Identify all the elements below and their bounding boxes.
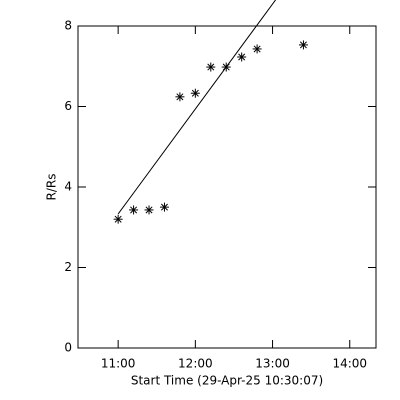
point	[206, 62, 216, 72]
point	[190, 88, 200, 98]
point	[237, 52, 247, 62]
point	[252, 44, 262, 54]
point-stroke	[238, 53, 246, 61]
point-stroke	[130, 206, 138, 214]
x-axis-label: Start Time (29-Apr-25 10:30:07)	[131, 374, 323, 388]
x-tick-label: 13:00	[255, 357, 290, 371]
y-tick-label: 6	[64, 99, 72, 113]
point-stroke	[160, 203, 168, 211]
y-tick-label: 2	[64, 260, 72, 274]
y-tick-label: 0	[64, 341, 72, 355]
point-stroke	[114, 215, 122, 223]
point-stroke	[145, 206, 153, 214]
y-tick-label: 4	[64, 180, 72, 194]
point	[159, 202, 169, 212]
point	[129, 205, 139, 215]
point-stroke	[207, 63, 215, 71]
plot-frame	[77, 25, 377, 349]
y-axis-label: R/Rs	[45, 174, 59, 201]
point-stroke	[191, 89, 199, 97]
x-tick-label: 12:00	[178, 357, 213, 371]
point	[144, 205, 154, 215]
point-stroke	[176, 93, 184, 101]
point-stroke	[253, 45, 261, 53]
point-stroke	[299, 41, 307, 49]
x-tick-label: 14:00	[332, 357, 367, 371]
point	[298, 40, 308, 50]
fit-line	[117, 0, 277, 215]
point	[113, 214, 123, 224]
x-tick-label: 11:00	[101, 357, 136, 371]
y-tick-label: 8	[64, 19, 72, 33]
point	[175, 92, 185, 102]
